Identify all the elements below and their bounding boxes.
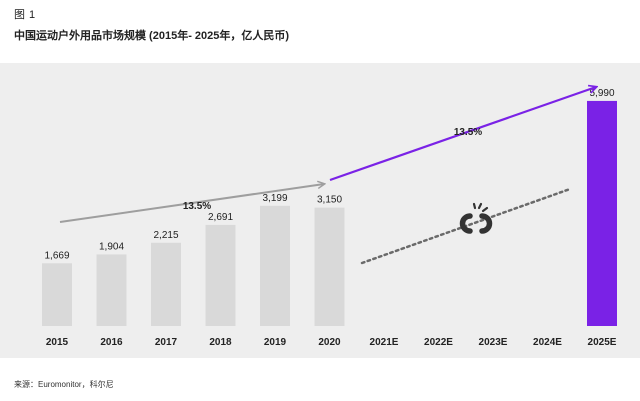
bar-2016	[96, 254, 127, 326]
bar-chart: 1,669 1,904 2,215 2,691 3,199 3,150 5,990 2015…	[42, 63, 617, 348]
chart-panel: 1,669 1,904 2,215 2,691 3,199 3,150 5,990 2015…	[0, 63, 640, 358]
value-label-2016: 1,904	[99, 241, 124, 252]
broken-link-icon	[459, 202, 493, 234]
bar-2015	[42, 263, 72, 326]
value-label-2018: 2,691	[208, 212, 233, 223]
category-label-2015: 2015	[46, 337, 69, 348]
bar-2018	[205, 224, 236, 326]
category-label-2024E: 2024E	[533, 337, 562, 348]
figure-label: 图 1	[14, 9, 36, 21]
source-note: 来源：Euromonitor，科尔尼	[14, 380, 114, 389]
bars-layer	[42, 100, 617, 327]
bar-2019	[260, 205, 290, 326]
category-label-2020: 2020	[318, 337, 341, 348]
category-label-2023E: 2023E	[479, 337, 508, 348]
value-label-2015: 1,669	[44, 250, 69, 261]
category-label-2019: 2019	[264, 337, 287, 348]
category-label-2022E: 2022E	[424, 337, 453, 348]
category-label-2025E: 2025E	[588, 337, 617, 348]
category-label-2021E: 2021E	[370, 337, 399, 348]
chart-title: 中国运动户外用品市场规模 (2015年- 2025年，亿人民币)	[14, 30, 290, 42]
dotted-projection-line	[360, 187, 572, 265]
cagr-forecast-label: 13.5%	[454, 127, 482, 138]
category-label-2017: 2017	[155, 337, 178, 348]
cagr-historical-label: 13.5%	[183, 201, 211, 212]
bar-2017	[151, 242, 181, 326]
bar-2020	[314, 207, 345, 326]
category-label-2016: 2016	[100, 337, 123, 348]
value-label-2017: 2,215	[153, 230, 178, 241]
cagr-forecast-arrow	[329, 87, 596, 182]
value-labels-layer: 1,669 1,904 2,215 2,691 3,199 3,150 5,990	[44, 88, 614, 261]
cagr-historical-arrow	[59, 184, 324, 223]
bar-2025E	[587, 100, 617, 327]
category-labels-layer: 2015 2016 2017 2018 2019 2020 2021E 2022E 2023E 2…	[46, 337, 617, 348]
value-label-2019: 3,199	[262, 193, 287, 204]
value-label-2020: 3,150	[317, 195, 342, 206]
category-label-2018: 2018	[209, 337, 232, 348]
value-label-2025E: 5,990	[589, 88, 614, 99]
